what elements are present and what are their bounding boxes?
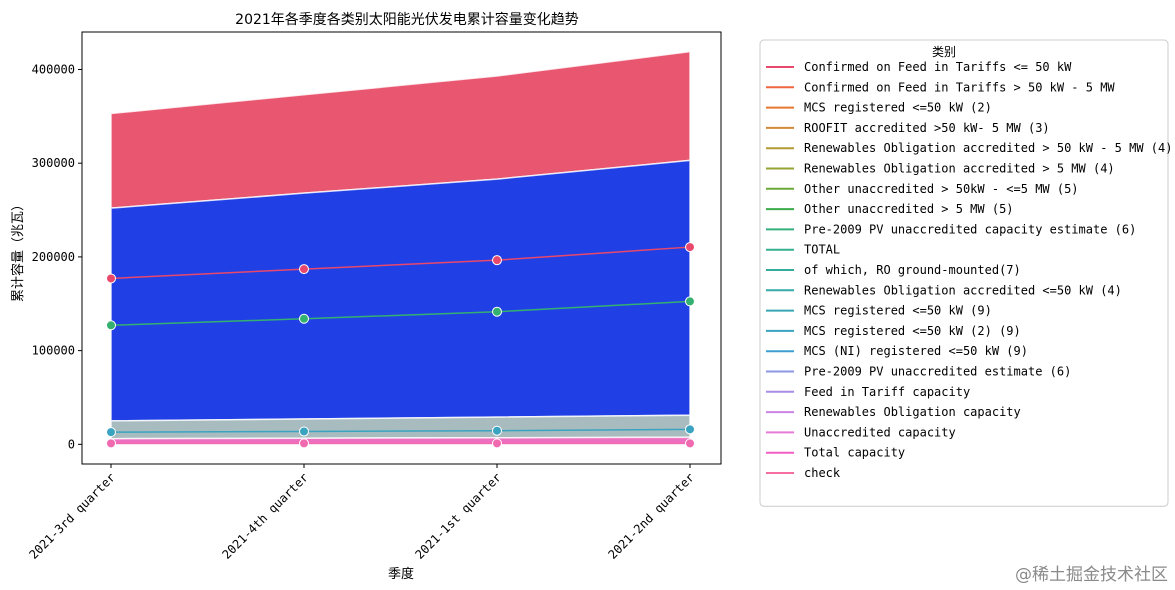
- legend-title: 类别: [932, 45, 956, 59]
- series-line-1: [110, 300, 691, 327]
- legend-entry-7: Other unaccredited > 5 MW (5): [804, 202, 1014, 216]
- plot-frame: [81, 31, 722, 465]
- y-tick-label-4: 400000: [32, 62, 75, 76]
- data-point-2-3: [685, 424, 695, 435]
- data-point-3-2: [492, 438, 502, 449]
- data-point-0-3: [685, 242, 695, 253]
- data-point-1-0: [106, 320, 116, 331]
- data-point-0-0: [106, 273, 116, 284]
- chart-title: 2021年各季度各类别太阳能光伏发电累计容量变化趋势: [235, 11, 579, 28]
- legend-entry-18: Unaccredited capacity: [804, 425, 956, 439]
- legend-entry-12: MCS registered <=50 kW (9): [804, 304, 992, 318]
- x-tick-label-3: 2021-2nd quarter: [605, 470, 697, 562]
- legend-entry-19: Total capacity: [804, 446, 905, 460]
- data-point-1-1: [299, 313, 309, 324]
- y-tick-label-3: 300000: [32, 156, 75, 170]
- legend-entry-1: Confirmed on Feed in Tariffs > 50 kW - 5…: [804, 80, 1115, 94]
- legend-entry-13: MCS registered <=50 kW (2) (9): [804, 324, 1021, 338]
- legend-entry-9: TOTAL: [804, 243, 840, 257]
- watermark: @稀土掘金技术社区: [1015, 565, 1168, 585]
- plot-area: 0 100000 200000 300000 400000 2021-3rd quarte…: [26, 31, 722, 562]
- x-tick-label-0: 2021-3rd quarter: [26, 470, 118, 562]
- y-axis-label: 累计容量（兆瓦）: [10, 198, 26, 302]
- legend-entry-15: Pre-2009 PV unaccredited estimate (6): [804, 365, 1071, 379]
- data-point-3-0: [106, 438, 116, 449]
- legend-entry-20: check: [804, 466, 841, 480]
- legend-box: [759, 39, 1169, 507]
- series-line-0: [110, 246, 691, 280]
- legend-entry-11: Renewables Obligation accredited <=50 kW…: [804, 283, 1122, 297]
- legend-entry-17: Renewables Obligation capacity: [804, 405, 1021, 419]
- legend-entry-16: Feed in Tariff capacity: [804, 385, 970, 399]
- y-tick-label-2: 200000: [32, 250, 75, 264]
- data-point-1-3: [685, 296, 695, 307]
- legend-entry-3: ROOFIT accredited >50 kW- 5 MW (3): [804, 121, 1050, 135]
- legend-entry-10: of which, RO ground-mounted(7): [804, 263, 1021, 277]
- legend-entry-4: Renewables Obligation accredited > 50 kW…: [804, 141, 1172, 155]
- x-tick-label-2: 2021-1st quarter: [412, 470, 504, 562]
- data-point-2-0: [106, 427, 116, 438]
- legend-entry-6: Other unaccredited > 50kW - <=5 MW (5): [804, 182, 1079, 196]
- legend-entry-5: Renewables Obligation accredited > 5 MW …: [804, 162, 1115, 176]
- data-point-3-3: [685, 438, 695, 449]
- series-line-2: [110, 428, 691, 433]
- legend-entry-8: Pre-2009 PV unaccredited capacity estima…: [804, 222, 1136, 236]
- data-point-1-2: [492, 306, 502, 317]
- x-tick-label-1: 2021-4th quarter: [219, 470, 311, 562]
- legend-entry-14: MCS (NI) registered <=50 kW (9): [804, 344, 1028, 358]
- y-tick-label-1: 100000: [32, 344, 75, 358]
- data-point-0-2: [492, 255, 502, 266]
- legend-entry-0: Confirmed on Feed in Tariffs <= 50 kW: [804, 60, 1072, 74]
- data-point-2-1: [299, 426, 309, 437]
- y-tick-label-0: 0: [68, 437, 75, 451]
- x-axis-label: 季度: [388, 566, 414, 582]
- data-point-2-2: [492, 425, 502, 436]
- data-point-0-1: [299, 264, 309, 275]
- data-point-3-1: [299, 438, 309, 449]
- legend-entry-2: MCS registered <=50 kW (2): [804, 101, 992, 115]
